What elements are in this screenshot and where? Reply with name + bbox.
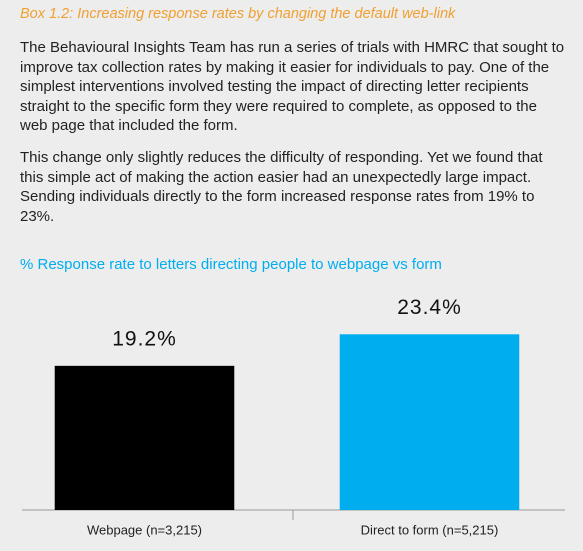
box-title: Box 1.2: Increasing response rates by ch… <box>20 6 456 22</box>
value-label: 23.4% <box>397 296 462 319</box>
chart-title: % Response rate to letters directing peo… <box>20 256 442 273</box>
bar <box>54 365 235 510</box>
value-label: 19.2% <box>112 327 177 350</box>
x-tick-label: Webpage (n=3,215) <box>87 522 202 537</box>
paragraph: The Behavioural Insights Team has run a … <box>20 39 565 134</box>
paragraph: This change only slightly reduces the di… <box>20 149 543 225</box>
x-tick-label: Direct to form (n=5,215) <box>361 522 499 537</box>
bar <box>339 334 520 510</box>
